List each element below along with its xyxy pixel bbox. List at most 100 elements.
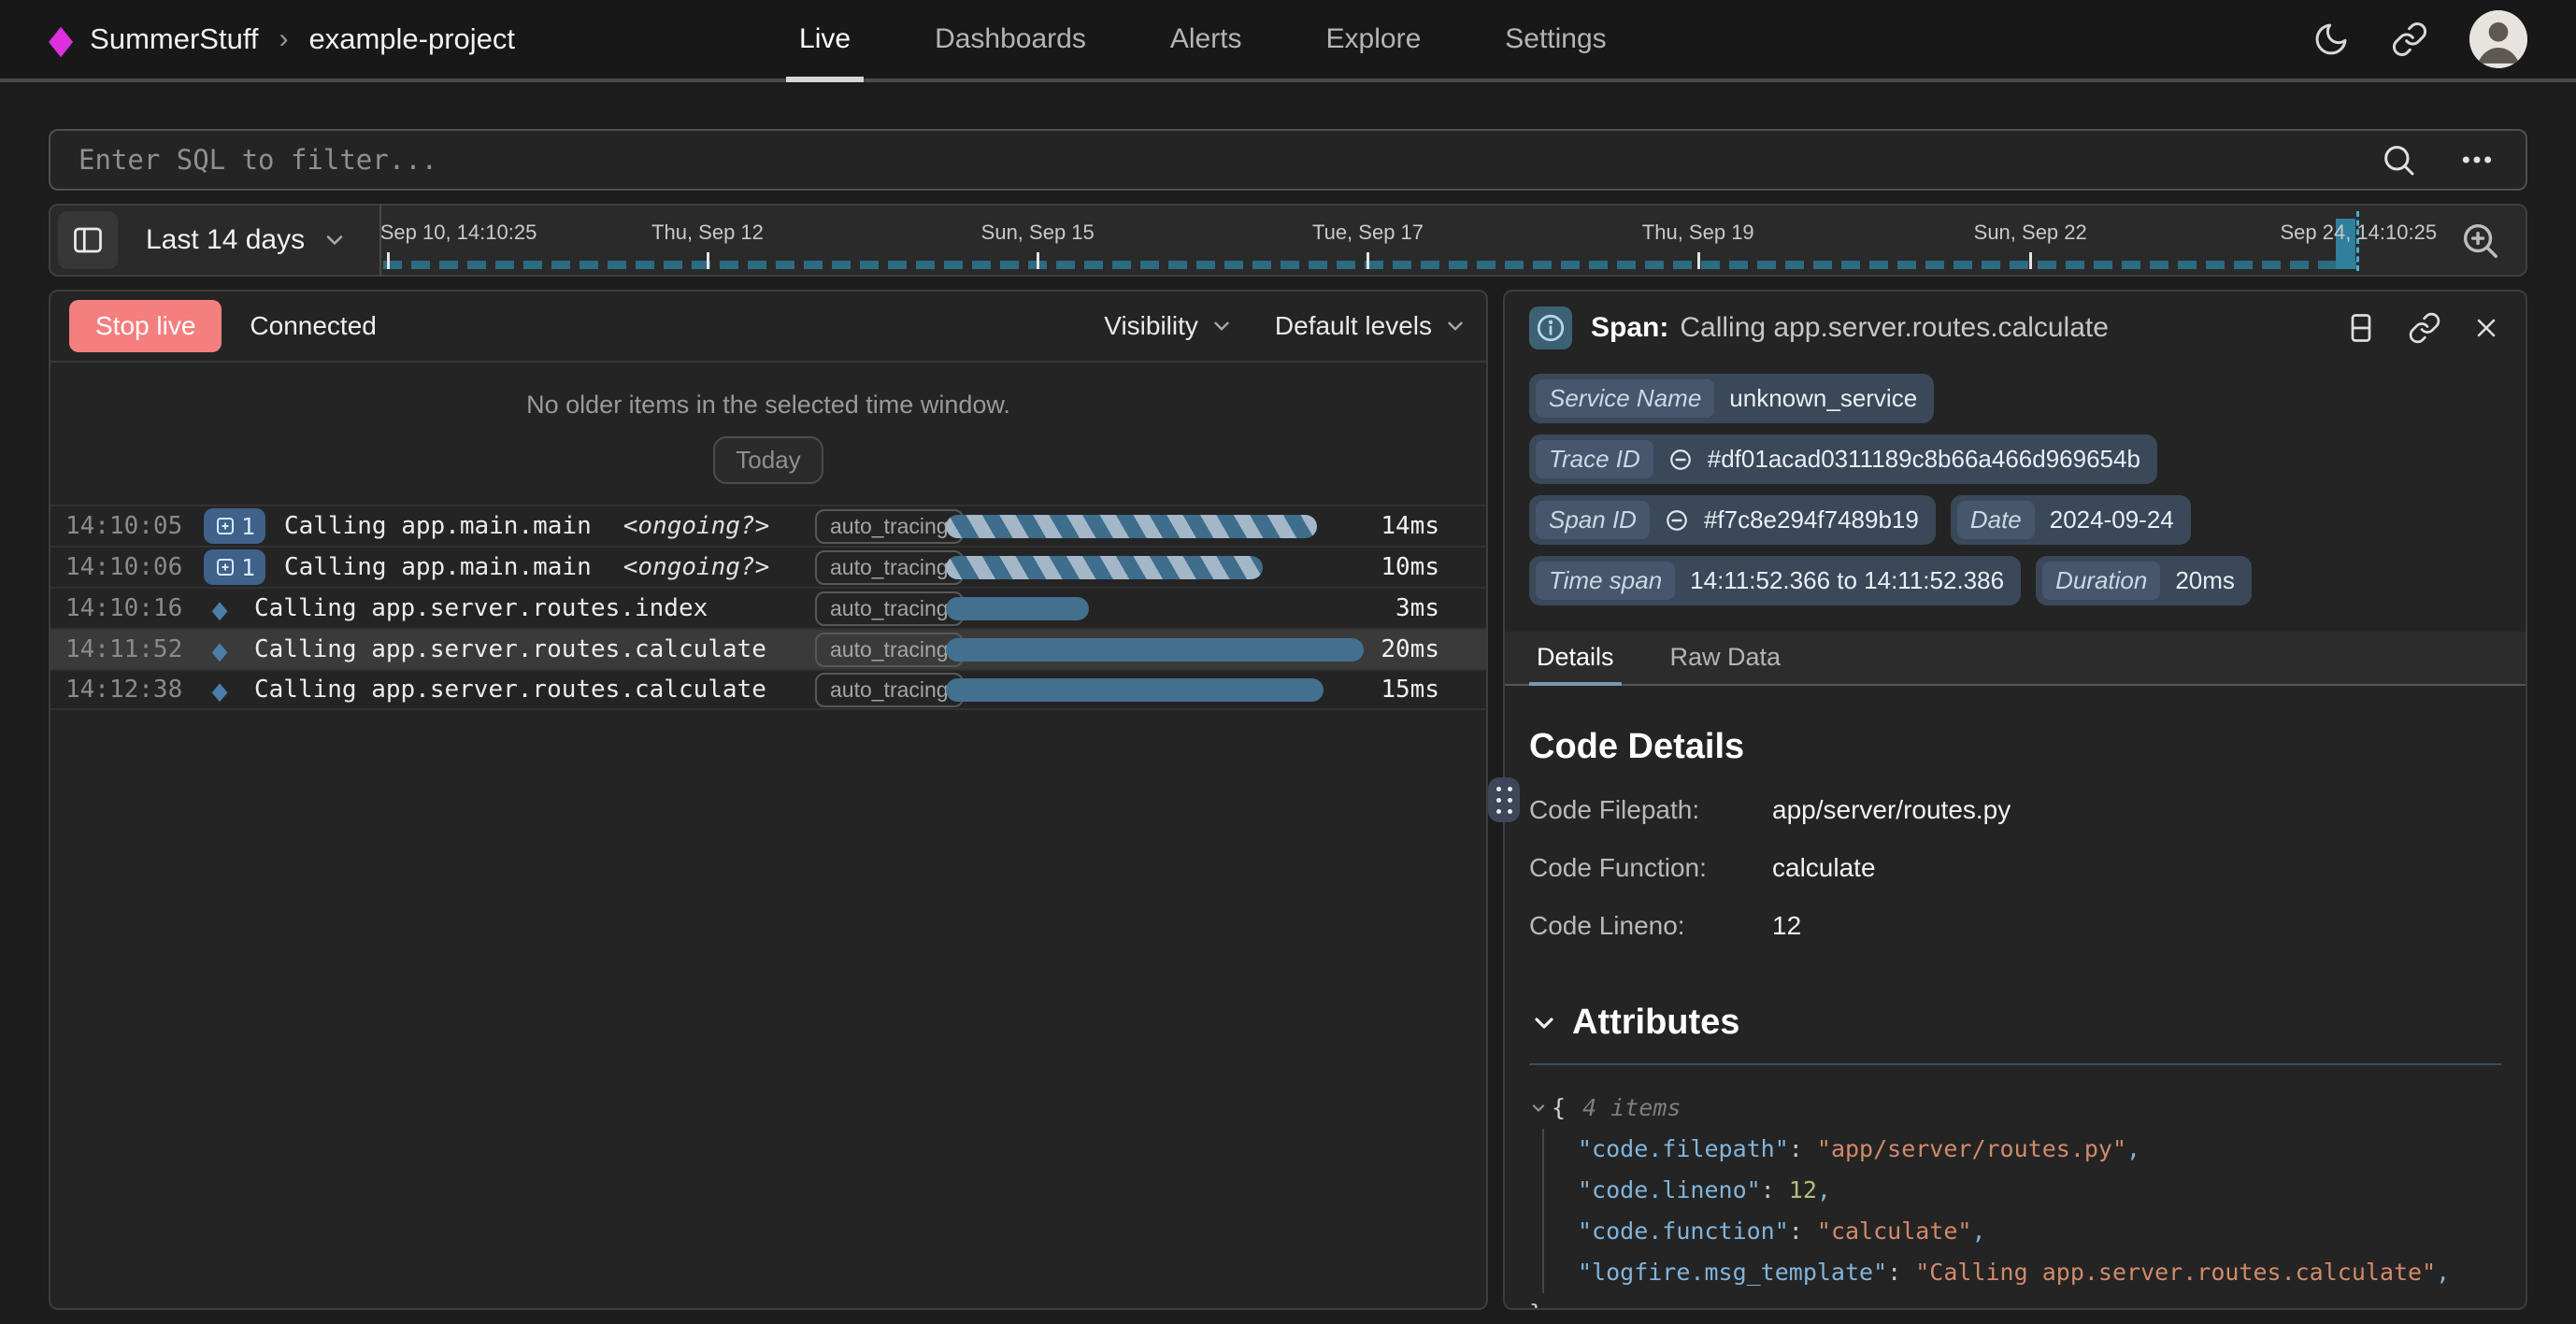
duration-bar: [946, 638, 1364, 662]
brand-diamond-icon: ◆: [49, 20, 73, 60]
json-close-line: }: [1529, 1293, 2501, 1310]
code-detail-row: Code Function: calculate: [1529, 853, 2501, 883]
child-count: 1: [241, 513, 255, 540]
row-timestamp: 14:10:05: [65, 512, 204, 540]
sidebar-toggle-icon[interactable]: [58, 211, 118, 269]
link-icon[interactable]: [2391, 21, 2428, 58]
trace-id-pill[interactable]: Trace ID #df01acad0311189c8b66a466d96965…: [1529, 434, 2157, 484]
duration-pill: Duration 20ms: [2036, 556, 2252, 605]
span-id-pill[interactable]: Span ID #f7c8e294f7489b19: [1529, 495, 1936, 545]
ellipsis-icon[interactable]: [2456, 141, 2497, 178]
diamond-icon: ◆: [204, 590, 236, 627]
span-name: Calling app.server.routes.calculate: [254, 635, 766, 663]
span-row-selected[interactable]: 14:11:52 ◆ Calling app.server.routes.cal…: [50, 628, 1486, 669]
link-icon[interactable]: [2408, 311, 2441, 345]
top-nav: ◆ SummerStuff › example-project Live Das…: [0, 0, 2576, 82]
org-name[interactable]: SummerStuff: [90, 22, 258, 56]
attributes-heading: Attributes: [1572, 1003, 1739, 1043]
json-entry: "code.lineno": 12,: [1578, 1170, 2501, 1211]
duration-bar: [946, 556, 1263, 579]
code-details-heading: Code Details: [1529, 727, 2501, 767]
breadcrumb-chevron-icon: ›: [275, 23, 292, 55]
tab-details[interactable]: Details: [1529, 632, 1622, 686]
tab-raw-data[interactable]: Raw Data: [1663, 632, 1789, 686]
attributes-json-viewer: { 4 items "code.filepath": "app/server/r…: [1529, 1088, 2501, 1310]
tag-pill: auto_tracing: [815, 591, 964, 626]
span-row[interactable]: 14:10:16 ◆ Calling app.server.routes.ind…: [50, 587, 1486, 628]
span-list: 14:10:05 1 Calling app.main.main <ongoin…: [50, 505, 1486, 710]
tab-alerts[interactable]: Alerts: [1157, 0, 1255, 78]
diamond-icon: ◆: [204, 671, 236, 708]
live-feed-panel: Stop live Connected Visibility Default l…: [49, 290, 1488, 1310]
tag-pill: auto_tracing: [815, 550, 964, 585]
chevron-down-icon: [322, 227, 348, 253]
search-icon[interactable]: [2380, 141, 2417, 178]
attributes-section-toggle[interactable]: Attributes: [1529, 1003, 2501, 1043]
span-name: Calling app.main.main: [284, 512, 592, 540]
timeline-track[interactable]: Sep 10, 14:10:25 Thu, Sep 12 Sun, Sep 15…: [381, 206, 2445, 275]
tab-live[interactable]: Live: [786, 0, 864, 78]
grip-dots-icon: [1495, 785, 1513, 815]
tag-pill: auto_tracing: [815, 509, 964, 544]
sql-filter-input[interactable]: [79, 144, 2380, 176]
zoom-in-icon[interactable]: [2445, 219, 2526, 262]
span-name: Calling app.server.routes.index: [254, 594, 708, 622]
json-entry: "code.filepath": "app/server/routes.py",: [1578, 1129, 2501, 1170]
tick-mark: [2029, 252, 2032, 269]
chevron-down-icon: [1529, 1008, 1559, 1038]
duration-bar: [946, 678, 1324, 702]
time-range-bar: Last 14 days Sep 10, 14:10:25 Thu, Sep 1…: [49, 204, 2527, 277]
duration-label: 10ms: [1381, 553, 1439, 581]
link-icon: [1668, 448, 1693, 472]
diamond-icon: ◆: [204, 631, 236, 668]
span-kind-label: Span:: [1591, 312, 1668, 343]
plus-square-badge-icon[interactable]: 1: [204, 508, 265, 544]
chevron-down-icon: [1443, 314, 1467, 338]
duration-label: 14ms: [1381, 512, 1439, 540]
avatar[interactable]: [2469, 10, 2527, 68]
json-entry: "logfire.msg_template": "Calling app.ser…: [1578, 1252, 2501, 1293]
panel-resize-handle[interactable]: [1488, 777, 1520, 822]
span-detail-panel: Span:Calling app.server.routes.calculate…: [1503, 290, 2527, 1310]
empty-window-message: No older items in the selected time wind…: [50, 391, 1486, 420]
span-title: Span:Calling app.server.routes.calculate: [1591, 312, 2109, 344]
default-levels-dropdown[interactable]: Default levels: [1275, 311, 1467, 341]
span-row[interactable]: 14:12:38 ◆ Calling app.server.routes.cal…: [50, 669, 1486, 710]
tag-pill: auto_tracing: [815, 673, 964, 707]
json-body: "code.filepath": "app/server/routes.py",…: [1542, 1129, 2501, 1293]
visibility-dropdown[interactable]: Visibility: [1104, 311, 1234, 341]
panel-split-icon[interactable]: [2344, 311, 2378, 345]
today-button[interactable]: Today: [713, 436, 823, 484]
span-name: Calling app.main.main: [284, 553, 592, 581]
stop-live-button[interactable]: Stop live: [69, 300, 222, 352]
connection-status: Connected: [250, 311, 376, 341]
tab-explore[interactable]: Explore: [1313, 0, 1435, 78]
detail-tabs: Details Raw Data: [1505, 632, 2526, 686]
moon-icon[interactable]: [2312, 21, 2350, 58]
breadcrumb: ◆ SummerStuff › example-project: [49, 22, 515, 56]
ongoing-label: <ongoing?>: [623, 553, 770, 581]
span-detail-header: Span:Calling app.server.routes.calculate: [1529, 292, 2501, 364]
tab-settings[interactable]: Settings: [1492, 0, 1619, 78]
live-feed-header: Stop live Connected Visibility Default l…: [50, 292, 1486, 363]
divider: [1529, 1063, 2501, 1065]
service-name-pill: Service Name unknown_service: [1529, 374, 1934, 423]
time-range-select[interactable]: Last 14 days: [127, 224, 379, 256]
duration-label: 3ms: [1395, 594, 1439, 622]
span-row[interactable]: 14:10:05 1 Calling app.main.main <ongoin…: [50, 505, 1486, 546]
json-root-line[interactable]: { 4 items: [1529, 1088, 2501, 1129]
close-icon[interactable]: [2471, 313, 2501, 343]
tab-dashboards[interactable]: Dashboards: [922, 0, 1099, 78]
main-nav-tabs: Live Dashboards Alerts Explore Settings: [786, 0, 1678, 78]
tick-mark: [1697, 252, 1700, 269]
tag-pill: auto_tracing: [815, 633, 964, 667]
project-name[interactable]: example-project: [308, 22, 515, 56]
plus-square-badge-icon[interactable]: 1: [204, 549, 265, 585]
duration-bar: [946, 515, 1317, 538]
link-icon: [1665, 508, 1689, 533]
child-count: 1: [241, 554, 255, 581]
chevron-down-icon: [1209, 314, 1234, 338]
span-name: Calling app.server.routes.calculate: [254, 676, 766, 704]
ongoing-label: <ongoing?>: [623, 512, 770, 540]
span-row[interactable]: 14:10:06 1 Calling app.main.main <ongoin…: [50, 546, 1486, 587]
